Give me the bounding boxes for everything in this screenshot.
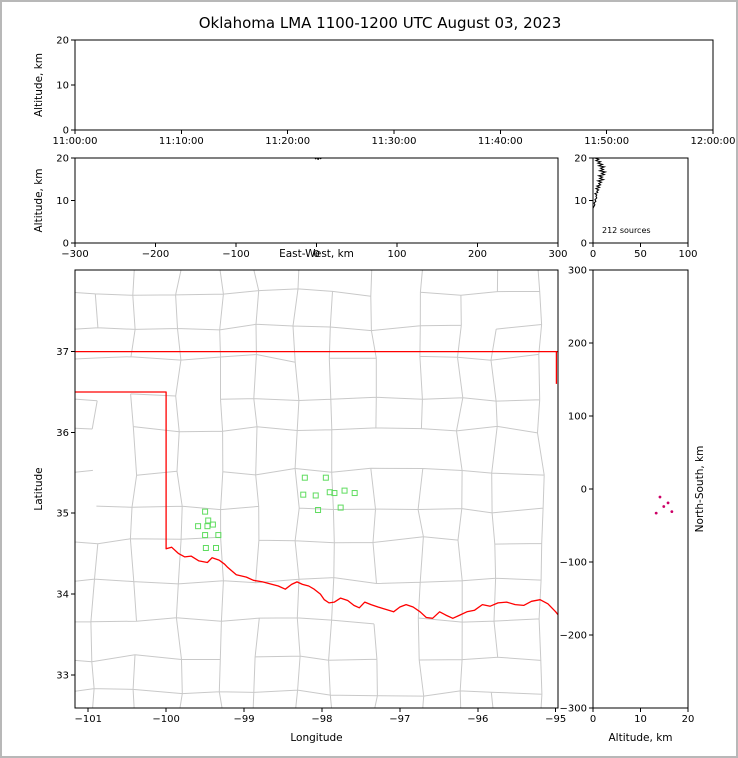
svg-text:10: 10 <box>574 196 587 207</box>
x-axis-label-ew-height: East-West, km <box>279 248 354 260</box>
lma-source-marker <box>315 507 322 514</box>
lma-source-marker <box>215 532 222 539</box>
svg-text:0: 0 <box>313 249 319 260</box>
svg-text:33: 33 <box>56 670 69 681</box>
source-count-annotation: 212 sources <box>602 226 651 235</box>
panel-time-height: 11:00:00 11:10:00 11:20:00 11:30:00 11:40:00… <box>53 36 736 148</box>
svg-text:−95: −95 <box>545 714 566 725</box>
svg-text:37: 37 <box>56 347 69 358</box>
svg-text:200: 200 <box>468 249 487 260</box>
svg-text:0: 0 <box>63 239 69 250</box>
lma-source-marker <box>322 474 329 481</box>
svg-text:11:10:00: 11:10:00 <box>159 136 204 147</box>
svg-text:35: 35 <box>56 509 69 520</box>
svg-text:10: 10 <box>56 196 69 207</box>
lma-source-marker <box>337 504 344 511</box>
svg-text:−200: −200 <box>560 631 587 642</box>
svg-text:10: 10 <box>56 81 69 92</box>
lma-source-marker <box>654 511 658 515</box>
svg-text:20: 20 <box>56 36 69 47</box>
svg-text:20: 20 <box>574 154 587 165</box>
lma-source-marker <box>301 474 308 481</box>
state-border <box>75 391 558 619</box>
svg-text:−98: −98 <box>311 714 332 725</box>
lma-source-marker <box>202 544 209 551</box>
svg-text:0: 0 <box>590 249 596 260</box>
svg-text:−97: −97 <box>389 714 410 725</box>
lma-source-marker <box>662 505 666 508</box>
svg-text:11:20:00: 11:20:00 <box>265 136 310 147</box>
lma-source-marker <box>351 490 358 497</box>
svg-text:0: 0 <box>581 239 587 250</box>
svg-text:300: 300 <box>568 266 587 277</box>
svg-text:−101: −101 <box>75 714 102 725</box>
x-axis-label-map: Longitude <box>290 732 342 744</box>
lma-source-marker <box>209 521 216 528</box>
svg-text:20: 20 <box>682 714 695 725</box>
lma-source-marker <box>670 510 674 514</box>
plot-panels: 11:00:00 11:10:00 11:20:00 11:30:00 11:40:00… <box>53 36 736 726</box>
svg-text:−100: −100 <box>152 714 179 725</box>
svg-text:11:00:00: 11:00:00 <box>53 136 98 147</box>
svg-text:50: 50 <box>634 249 647 260</box>
svg-text:−100: −100 <box>222 249 249 260</box>
lma-source-marker <box>312 492 319 499</box>
svg-text:20: 20 <box>56 154 69 165</box>
lma-source-marker <box>202 532 209 539</box>
svg-text:−300: −300 <box>61 249 88 260</box>
svg-text:11:30:00: 11:30:00 <box>372 136 417 147</box>
lma-source-marker <box>666 501 670 505</box>
panel-ns-height: 0 10 20 −300 −200 −100 0 100 200 300 <box>560 266 695 726</box>
lma-source-marker <box>202 508 209 515</box>
svg-text:200: 200 <box>568 339 587 350</box>
svg-text:−99: −99 <box>233 714 254 725</box>
svg-text:11:40:00: 11:40:00 <box>478 136 523 147</box>
svg-text:−200: −200 <box>142 249 169 260</box>
svg-text:100: 100 <box>568 412 587 423</box>
lma-source-marker <box>331 490 338 497</box>
svg-text:0: 0 <box>590 714 596 725</box>
lma-source-marker <box>658 495 662 499</box>
panel-source-histogram: 0 50 100 0 10 20 <box>574 154 697 261</box>
svg-text:100: 100 <box>678 249 697 260</box>
svg-text:300: 300 <box>548 249 567 260</box>
y-axis-label-time-height: Altitude, km <box>33 53 45 117</box>
lma-source-marker <box>205 517 212 524</box>
lma-source-marker <box>300 491 307 498</box>
svg-text:10: 10 <box>634 714 647 725</box>
lma-source-marker <box>195 523 202 530</box>
lma-source-marker <box>213 544 220 551</box>
svg-text:34: 34 <box>56 590 69 601</box>
svg-text:11:50:00: 11:50:00 <box>584 136 629 147</box>
y-axis-label-map: Latitude <box>33 467 45 510</box>
y-axis-label-ew-height: Altitude, km <box>33 168 45 232</box>
svg-text:12:00:00: 12:00:00 <box>691 136 736 147</box>
panel-plan-view: −101 −100 −99 −98 −97 −96 −95 33 34 35 36 37 <box>56 269 566 725</box>
x-axis-label-ns-height: Altitude, km <box>608 732 672 744</box>
panel-ew-height: −300 −200 −100 0 100 200 300 0 10 20 <box>56 154 567 261</box>
figure-title: Oklahoma LMA 1100-1200 UTC August 03, 20… <box>199 14 562 32</box>
svg-text:−300: −300 <box>560 704 587 715</box>
lma-source-marker <box>341 487 348 494</box>
svg-text:0: 0 <box>63 126 69 137</box>
svg-text:36: 36 <box>56 428 69 439</box>
svg-text:−96: −96 <box>467 714 488 725</box>
svg-text:100: 100 <box>387 249 406 260</box>
county-borders <box>75 270 545 708</box>
altitude-histogram-trace <box>593 158 608 209</box>
svg-text:0: 0 <box>581 485 587 496</box>
svg-text:−100: −100 <box>560 558 587 569</box>
lma-source-marker <box>204 523 211 530</box>
y-axis-label-ns-height: North-South, km <box>694 446 706 533</box>
